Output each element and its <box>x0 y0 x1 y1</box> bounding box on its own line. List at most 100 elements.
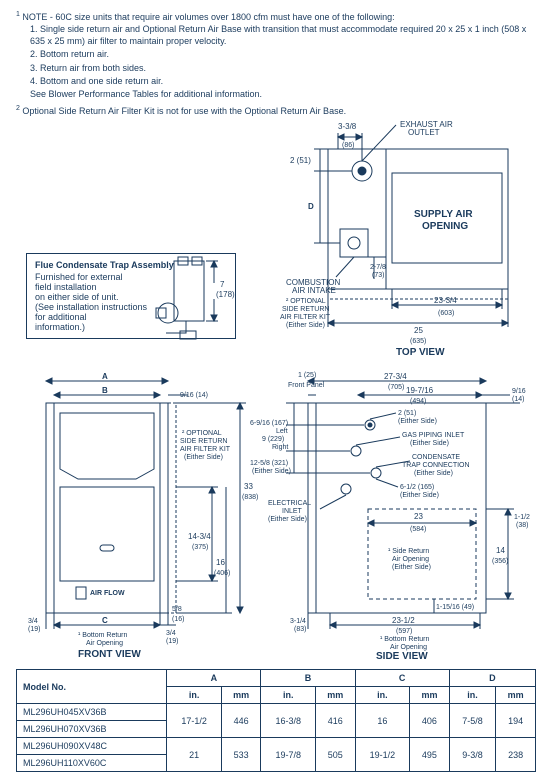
td-r1-Cmm: 406 <box>410 704 450 738</box>
tv-dim-73: (73) <box>372 272 384 279</box>
fv-brao-2: Air Opening <box>86 640 123 647</box>
sv-dim-38: (38) <box>516 522 528 529</box>
th-C: C <box>355 670 449 687</box>
fv-dim-58: 5/8 <box>172 606 182 613</box>
top-view-label: TOP VIEW <box>396 347 445 358</box>
fv-dim-916: 9/16 (14) <box>180 392 208 399</box>
fv-dim-B: B <box>102 386 108 395</box>
th-Din: in. <box>449 687 496 704</box>
tv-dim-338: 3-3/8 <box>338 122 357 131</box>
td-r1-Bin: 16-3/8 <box>261 704 316 738</box>
fv-dim-A: A <box>102 372 108 381</box>
sv-dim-112: 1-1/2 <box>514 514 530 521</box>
tv-dim-278: 2-7/8 <box>370 264 386 271</box>
fv-opt-3: AIR FILTER KIT <box>180 446 231 453</box>
note1-item-3: 3. Return air from both sides. <box>30 62 536 74</box>
note1-item-2: 2. Bottom return air. <box>30 48 536 60</box>
td-r2-Bmm: 505 <box>316 738 356 772</box>
tv-opt-4: (Either Side) <box>286 322 325 329</box>
sv-dim-6916: 6-9/16 (167) <box>250 420 288 427</box>
sv-brao-1: ¹ Bottom Return <box>380 636 430 643</box>
sv-dim-612: 6-1/2 (165) <box>400 484 434 491</box>
td-r1-Din: 7-5/8 <box>449 704 496 738</box>
sv-dim-597: (597) <box>396 628 412 635</box>
combustion-label-2: AIR INTAKE <box>292 286 336 295</box>
note2: 2 Optional Side Return Air Filter Kit is… <box>16 104 536 117</box>
tv-opt-1: ² OPTIONAL <box>286 298 326 305</box>
sv-dim-125: 1 (25) <box>298 372 316 379</box>
td-r2-Din: 9-3/8 <box>449 738 496 772</box>
sv-dim-314: 3-1/4 <box>290 618 306 625</box>
td-r1-Bmm: 416 <box>316 704 356 738</box>
tv-dim-635: (635) <box>410 338 426 345</box>
fv-dim-19l: (19) <box>28 626 40 633</box>
flue-dim-178: (178) <box>216 290 235 299</box>
sv-gas-1: GAS PIPING INLET <box>402 432 465 439</box>
fv-airflow: AIR FLOW <box>90 590 125 597</box>
td-r1-Cin: 16 <box>355 704 410 738</box>
th-model: Model No. <box>17 670 167 704</box>
table-row: ML296UH045XV36B 17-1/2 446 16-3/8 416 16… <box>17 704 536 721</box>
sv-elec-3: (Either Side) <box>268 516 307 523</box>
sv-dim-9229: 9 (229) <box>262 436 284 443</box>
sv-dim-23: 23 <box>414 512 423 521</box>
th-Cin: in. <box>355 687 410 704</box>
th-Dmm: mm <box>496 687 536 704</box>
sv-gas-2: (Either Side) <box>410 440 449 447</box>
sv-srao-1: ¹ Side Return <box>388 548 429 555</box>
td-r2-Bin: 19-7/8 <box>261 738 316 772</box>
tv-opt-2: SIDE RETURN <box>282 306 329 313</box>
sv-es-1: (Either Side) <box>252 468 291 475</box>
sv-elec-1: ELECTRICAL <box>268 500 311 507</box>
flue-dim-7: 7 <box>220 280 225 289</box>
th-B: B <box>261 670 355 687</box>
fv-dim-1434: 14-3/4 <box>188 532 211 541</box>
fv-dim-16b: (16) <box>172 616 184 623</box>
th-Cmm: mm <box>410 687 450 704</box>
sv-dim-14: (14) <box>512 396 524 403</box>
th-Ain: in. <box>167 687 222 704</box>
mid-section: A B 9/16 (14) ² OPTIONAL SIDE RETURN AIR… <box>16 369 536 659</box>
fv-opt-1: ² OPTIONAL <box>182 430 222 437</box>
tv-dim-25: 25 <box>414 326 423 335</box>
sv-front-panel: Front Panel <box>288 382 325 389</box>
fv-dim-16: 16 <box>216 558 225 567</box>
note1-item-4: 4. Bottom and one side return air. <box>30 75 536 87</box>
td-model-1: ML296UH045XV36B <box>17 704 167 721</box>
td-model-3: ML296UH090XV48C <box>17 738 167 755</box>
sv-es-3: (Either Side) <box>400 492 439 499</box>
supply-label-1: SUPPLY AIR <box>414 209 473 220</box>
side-view-label: SIDE VIEW <box>376 651 428 659</box>
th-Bmm: mm <box>316 687 356 704</box>
sv-srao-2: Air Opening <box>392 556 429 563</box>
table-header-row-1: Model No. A B C D <box>17 670 536 687</box>
sv-dim-251: 2 (51) <box>398 410 416 417</box>
td-model-4: ML296UH110XV60C <box>17 755 167 772</box>
fv-dim-19r: (19) <box>166 638 178 645</box>
sv-dim-916: 9/16 <box>512 388 526 395</box>
td-r2-Ain: 21 <box>167 738 222 772</box>
sv-left: Left <box>276 428 288 435</box>
front-view-label: FRONT VIEW <box>78 649 141 659</box>
td-r1-Ain: 17-1/2 <box>167 704 222 738</box>
sv-brao-2: Air Opening <box>390 644 427 651</box>
sv-dim-83: (83) <box>294 626 306 633</box>
sv-srao-3: (Either Side) <box>392 564 431 571</box>
fv-dim-375: (375) <box>192 544 208 551</box>
sv-dim-1258: 12-5/8 (321) <box>250 460 288 467</box>
fv-brao-1: ¹ Bottom Return <box>78 632 128 639</box>
sv-dim-705: (705) <box>388 384 404 391</box>
td-r1-Dmm: 194 <box>496 704 536 738</box>
sv-dim-494: (494) <box>410 398 426 405</box>
th-Bin: in. <box>261 687 316 704</box>
fv-opt-2: SIDE RETURN <box>180 438 227 445</box>
supply-label-2: OPENING <box>422 221 468 232</box>
sv-right: Right <box>272 444 288 451</box>
td-model-2: ML296UH070XV36B <box>17 721 167 738</box>
fv-dim-34r: 3/4 <box>166 630 176 637</box>
exhaust-label-2: OUTLET <box>408 128 440 137</box>
tv-dim-86: (86) <box>342 142 354 149</box>
fv-dim-C: C <box>102 616 108 625</box>
tv-dim-603: (603) <box>438 310 454 317</box>
sv-cond-1: CONDENSATE <box>412 454 460 461</box>
